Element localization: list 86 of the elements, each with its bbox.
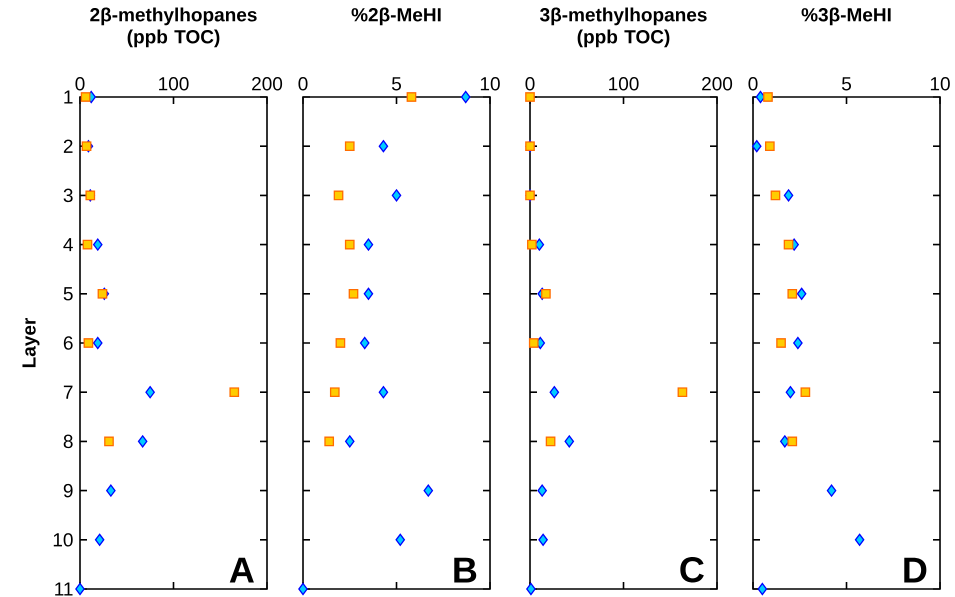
point <box>106 484 116 497</box>
point <box>784 189 794 202</box>
x-tick-label: 200 <box>702 77 732 90</box>
annotation: B <box>454 558 476 582</box>
point <box>344 240 355 250</box>
point <box>793 336 803 350</box>
point <box>537 484 547 497</box>
point <box>787 436 798 446</box>
y-tick-label: 2 <box>64 140 73 153</box>
chart-title: 3β-methylhopanes (ppb TOC) <box>540 8 707 48</box>
y-tick-label: 4 <box>63 238 73 252</box>
point <box>796 288 806 300</box>
point <box>392 189 402 202</box>
point <box>138 435 148 448</box>
point <box>364 238 374 251</box>
y-tick-label: 8 <box>64 434 73 448</box>
x-tick-label: 0 <box>298 77 308 90</box>
x-tick-label: 0 <box>525 77 535 90</box>
y-tick-label: 11 <box>55 582 73 596</box>
point <box>360 336 370 350</box>
point <box>94 534 104 546</box>
point <box>678 387 688 398</box>
point <box>752 140 762 152</box>
point <box>82 240 92 250</box>
point <box>84 338 94 348</box>
point <box>550 386 560 398</box>
x-tick-label: 5 <box>392 77 401 90</box>
y-tick-label: 1 <box>64 90 73 104</box>
point <box>378 140 388 152</box>
y-tick-label: 10 <box>54 533 73 547</box>
point <box>826 484 836 497</box>
point <box>364 288 374 300</box>
point <box>324 436 334 446</box>
point <box>854 534 864 546</box>
chart-title: %2β-MeHI <box>352 8 441 26</box>
point <box>800 387 810 398</box>
point <box>344 141 355 152</box>
x-tick-label: 100 <box>609 77 639 90</box>
y-tick-label: 7 <box>64 386 73 399</box>
point <box>541 288 551 299</box>
x-tick-label: 5 <box>842 77 851 90</box>
chart-title: %3β-MeHI <box>802 8 891 26</box>
point <box>229 387 240 398</box>
point <box>460 90 470 104</box>
point <box>764 141 775 152</box>
point <box>145 386 155 398</box>
annotation: A <box>230 558 254 582</box>
y-tick-label: 9 <box>64 484 73 498</box>
point <box>330 387 340 398</box>
x-tick-label: 0 <box>75 77 85 90</box>
y-tick-label: 5 <box>64 287 73 300</box>
point <box>770 190 780 200</box>
chart-title: 2β-methylhopanes (ppb TOC) <box>90 8 257 48</box>
y-axis-title: Layer <box>22 318 40 368</box>
point <box>92 238 103 251</box>
y-tick-label: 6 <box>64 336 73 350</box>
point <box>104 436 114 446</box>
point <box>336 338 346 348</box>
x-tick-label: 200 <box>252 77 282 90</box>
point <box>395 534 406 546</box>
point <box>538 534 548 546</box>
x-tick-label: 10 <box>480 77 500 90</box>
point <box>334 190 344 200</box>
point <box>525 92 535 102</box>
point <box>787 288 798 299</box>
x-tick-label: 0 <box>748 77 758 90</box>
y-tick-label: 3 <box>64 188 73 202</box>
point <box>776 338 786 348</box>
point <box>344 435 355 448</box>
point <box>92 336 103 350</box>
point <box>528 338 539 348</box>
point <box>527 240 537 250</box>
point <box>784 240 794 250</box>
point <box>786 386 796 398</box>
annotation: D <box>904 558 926 582</box>
point <box>763 92 773 102</box>
x-tick-label: 100 <box>159 77 189 90</box>
point <box>406 92 416 102</box>
point <box>378 386 388 398</box>
point <box>546 436 556 446</box>
point <box>564 435 574 448</box>
point <box>348 288 358 299</box>
x-tick-label: 10 <box>930 77 950 90</box>
point <box>424 484 434 497</box>
point <box>80 92 90 102</box>
annotation: C <box>680 556 704 582</box>
